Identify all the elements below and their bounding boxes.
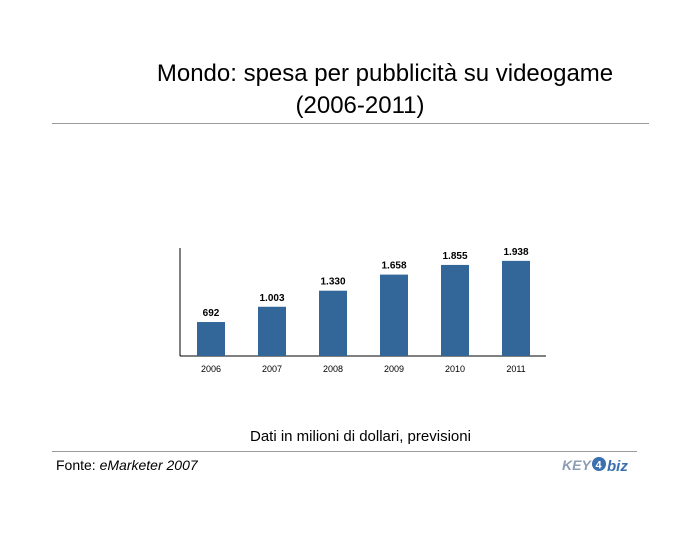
x-tick-2006: 2006 bbox=[201, 364, 221, 374]
data-label-2009: 1.658 bbox=[381, 261, 406, 272]
bar-2011 bbox=[502, 260, 530, 356]
source-prefix: Fonte: bbox=[56, 457, 100, 473]
title-divider bbox=[52, 123, 649, 124]
data-label-2011: 1.938 bbox=[503, 247, 528, 258]
x-tick-2011: 2011 bbox=[506, 364, 525, 374]
chart-title-line-1: Mondo: spesa per pubblicità su videogame bbox=[156, 60, 614, 87]
x-tick-2010: 2010 bbox=[445, 364, 465, 374]
bar-2010 bbox=[441, 264, 469, 356]
svg-text:biz: biz bbox=[607, 458, 628, 475]
svg-text:KEY: KEY bbox=[562, 457, 592, 473]
key4biz-logo: KEY 4 biz bbox=[562, 457, 628, 475]
svg-text:4: 4 bbox=[596, 460, 603, 472]
data-label-2008: 1.330 bbox=[320, 277, 345, 288]
source-name: eMarketer 2007 bbox=[99, 457, 198, 473]
data-label-2007: 1.003 bbox=[259, 293, 284, 304]
data-label-2010: 1.855 bbox=[442, 251, 467, 262]
source-credit: Fonte: eMarketer 2007 bbox=[56, 457, 198, 473]
footer-divider bbox=[52, 451, 637, 452]
bar-2006 bbox=[197, 322, 225, 356]
bar-2007 bbox=[258, 306, 286, 356]
chart-title-line-2: (2006-2011) bbox=[295, 92, 425, 119]
bar-2009 bbox=[380, 274, 408, 356]
x-tick-2009: 2009 bbox=[384, 364, 404, 374]
chart-note: Dati in milioni di dollari, previsioni bbox=[250, 428, 471, 445]
chart-title: Mondo: spesa per pubblicità su videogame… bbox=[60, 58, 660, 122]
data-label-2006: 692 bbox=[203, 308, 220, 319]
x-tick-2007: 2007 bbox=[262, 364, 282, 374]
bar-chart: 692 2006 1.003 2007 1.330 2008 1.658 2009 1.855 2… bbox=[179, 247, 546, 374]
x-tick-2008: 2008 bbox=[323, 364, 343, 374]
bar-2008 bbox=[319, 290, 347, 356]
